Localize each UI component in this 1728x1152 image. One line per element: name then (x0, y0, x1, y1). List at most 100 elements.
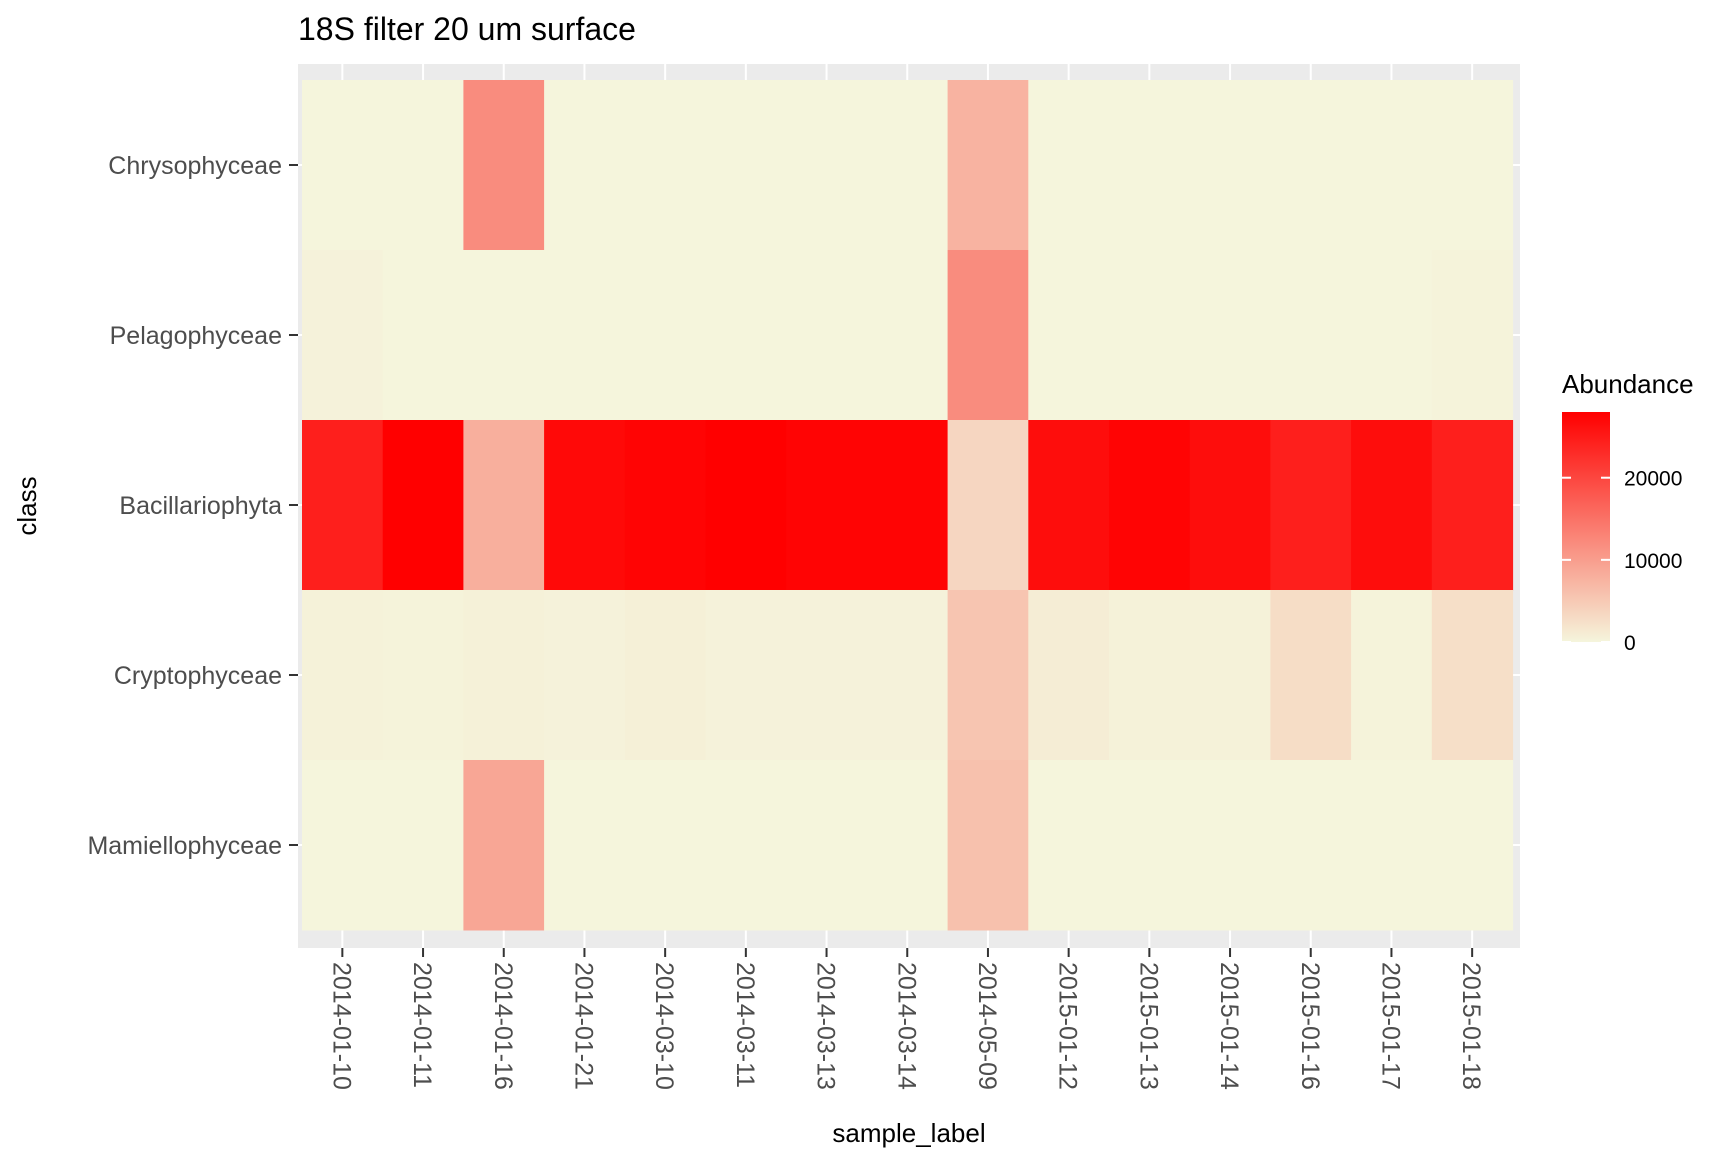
heatmap-cell (382, 250, 464, 421)
heatmap-cell (463, 760, 545, 931)
heatmap-cell (1351, 590, 1433, 761)
heatmap-cell (1351, 760, 1433, 931)
heatmap-cell (302, 760, 384, 931)
x-tick-label: 2014-03-11 (731, 962, 759, 1088)
x-tick-label: 2014-01-21 (569, 962, 597, 1090)
heatmap-cell (1431, 420, 1514, 591)
heatmap-cell (705, 420, 787, 591)
heatmap-cell (866, 250, 949, 421)
heatmap-cell (544, 420, 626, 591)
x-tick-label: 2014-03-13 (812, 962, 840, 1090)
heatmap-cell (786, 590, 868, 761)
heatmap-cell (1189, 760, 1271, 931)
heatmap-cell (1109, 760, 1191, 931)
heatmap-cell (1109, 250, 1191, 421)
heatmap-cell (544, 760, 626, 931)
heatmap-cell (302, 80, 384, 251)
heatmap-cell (786, 760, 868, 931)
heatmap-cell (463, 420, 545, 591)
heatmap-cell (866, 590, 949, 761)
x-tick-label: 2014-05-09 (973, 962, 1001, 1090)
heatmap-cell (624, 80, 707, 251)
legend-colorbar (1562, 412, 1610, 642)
x-tick-label: 2015-01-14 (1215, 962, 1243, 1090)
y-axis: Chrysophyceae Pelagophyceae Bacillariophyt… (87, 152, 298, 860)
heatmap-cell (786, 80, 868, 251)
x-tick-label: 2015-01-18 (1457, 962, 1485, 1090)
heatmap-cell (1028, 590, 1110, 761)
heatmap-cell (544, 80, 626, 251)
heatmap-cell (1028, 760, 1110, 931)
heatmap-cell (624, 590, 707, 761)
heatmap-cell (302, 590, 384, 761)
y-tick-label: Mamiellophyceae (87, 832, 282, 860)
y-tick-label: Chrysophyceae (108, 152, 282, 180)
y-tick-label: Bacillariophyta (119, 492, 282, 520)
heatmap-cell (382, 590, 464, 761)
legend-title: Abundance (1562, 369, 1694, 399)
heatmap-cell (544, 590, 626, 761)
heatmap-cell (1189, 590, 1271, 761)
heatmap-cell (1270, 420, 1352, 591)
x-tick-label: 2015-01-17 (1376, 962, 1404, 1090)
heatmap-cell (302, 420, 384, 591)
x-tick-label: 2015-01-16 (1296, 962, 1324, 1090)
heatmap-cell (866, 760, 949, 931)
legend-tick-label: 0 (1624, 632, 1636, 655)
heatmap-cell (382, 80, 464, 251)
heatmap-cell (1431, 590, 1514, 761)
heatmap-cell (1189, 250, 1271, 421)
heatmap-cell (1270, 80, 1352, 251)
x-tick-label: 2014-01-10 (327, 962, 355, 1090)
heatmap-cell (1351, 80, 1433, 251)
heatmap-cell (463, 80, 545, 251)
heatmap-cell (1189, 80, 1271, 251)
y-axis-title: class (12, 476, 42, 535)
heatmap-cell (463, 250, 545, 421)
heatmap-cell (1109, 80, 1191, 251)
y-tick-label: Cryptophyceae (114, 662, 282, 690)
heatmap-cell (1028, 80, 1110, 251)
heatmap-cell (1028, 250, 1110, 421)
heatmap-cell (544, 250, 626, 421)
heatmap-cell (866, 80, 949, 251)
x-tick-label: 2014-03-10 (650, 962, 678, 1090)
x-tick-label: 2014-01-16 (489, 962, 517, 1090)
legend-tick-label: 10000 (1624, 550, 1682, 573)
y-tick-label: Pelagophyceae (110, 322, 282, 350)
heatmap-cell (705, 250, 787, 421)
heatmap-cell (1351, 420, 1433, 591)
x-tick-label: 2014-01-11 (408, 962, 436, 1088)
heatmap-cell (947, 250, 1029, 421)
heatmap-cell (786, 420, 868, 591)
heatmap-cell (1028, 420, 1110, 591)
heatmap-cell (463, 590, 545, 761)
heatmap-cell (624, 250, 707, 421)
x-axis-title: sample_label (832, 1118, 985, 1148)
heatmap-cells (302, 80, 1514, 931)
heatmap-cell (705, 80, 787, 251)
heatmap-cell (1189, 420, 1271, 591)
chart-title: 18S filter 20 um surface (298, 11, 636, 47)
heatmap-cell (1270, 760, 1352, 931)
heatmap-cell (786, 250, 868, 421)
heatmap-cell (1109, 590, 1191, 761)
heatmap-cell (624, 420, 707, 591)
heatmap-cell (1270, 590, 1352, 761)
legend-tick-label: 20000 (1624, 468, 1682, 491)
heatmap-cell (947, 420, 1029, 591)
heatmap-cell (947, 80, 1029, 251)
color-legend: Abundance 0 10000 20000 (1562, 369, 1694, 655)
heatmap-cell (866, 420, 949, 591)
heatmap-cell (382, 420, 464, 591)
heatmap-cell (1109, 420, 1191, 591)
heatmap-cell (705, 590, 787, 761)
heatmap-cell (1351, 250, 1433, 421)
x-tick-label: 2014-03-14 (892, 962, 920, 1090)
heatmap-cell (1431, 80, 1514, 251)
heatmap-cell (382, 760, 464, 931)
heatmap-cell (302, 250, 384, 421)
heatmap-cell (947, 590, 1029, 761)
heatmap-cell (624, 760, 707, 931)
